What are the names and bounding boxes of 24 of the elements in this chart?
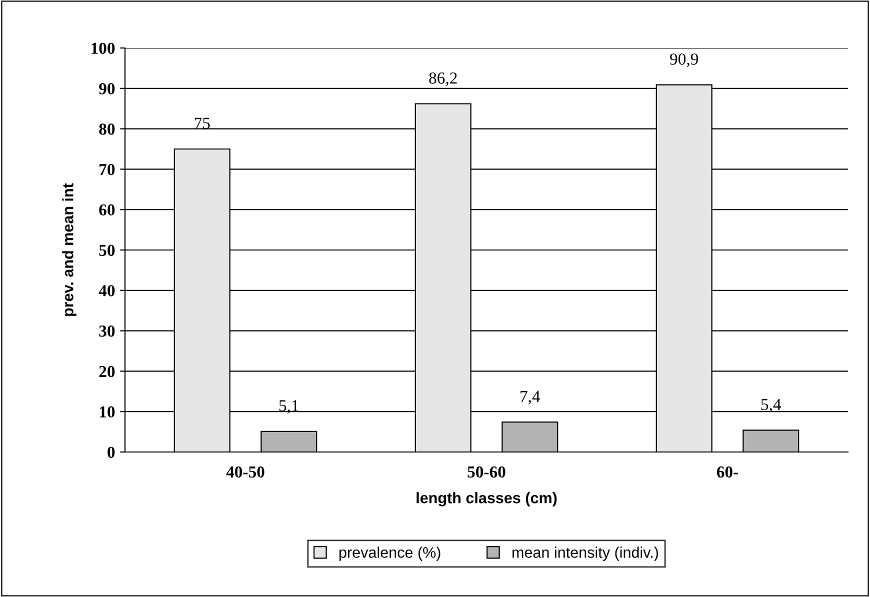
x-axis-title: length classes (cm) — [416, 492, 557, 506]
y-tick-label: 10 — [100, 406, 115, 418]
y-tick-label: 20 — [99, 366, 115, 378]
legend-label: prevalence (%) — [339, 546, 440, 561]
data-label: 90,9 — [670, 53, 698, 68]
y-tick-label: 40 — [98, 285, 115, 296]
x-tick-label: 50-60 — [468, 466, 506, 478]
data-label: 86,2 — [429, 72, 457, 86]
y-tick-label: 100 — [92, 42, 115, 54]
y-tick-label: 80 — [99, 124, 115, 135]
x-tick-label: 60- — [716, 466, 738, 478]
legend-label: mean intensity (indiv.) — [512, 546, 658, 561]
data-label: 5,1 — [279, 400, 298, 414]
y-tick-label: 70 — [100, 164, 115, 176]
data-label: 7,4 — [520, 390, 540, 404]
y-axis-title: prev. and mean int — [62, 183, 76, 316]
y-tick-label: 30 — [99, 326, 115, 337]
y-tick-label: 90 — [99, 83, 115, 94]
y-tick-label: 60 — [99, 204, 115, 216]
data-label: 75 — [194, 118, 210, 129]
y-tick-label: 0 — [108, 446, 115, 458]
data-label: 5,4 — [761, 398, 782, 413]
x-tick-label: 40-50 — [226, 466, 264, 478]
y-tick-label: 50 — [99, 244, 115, 256]
